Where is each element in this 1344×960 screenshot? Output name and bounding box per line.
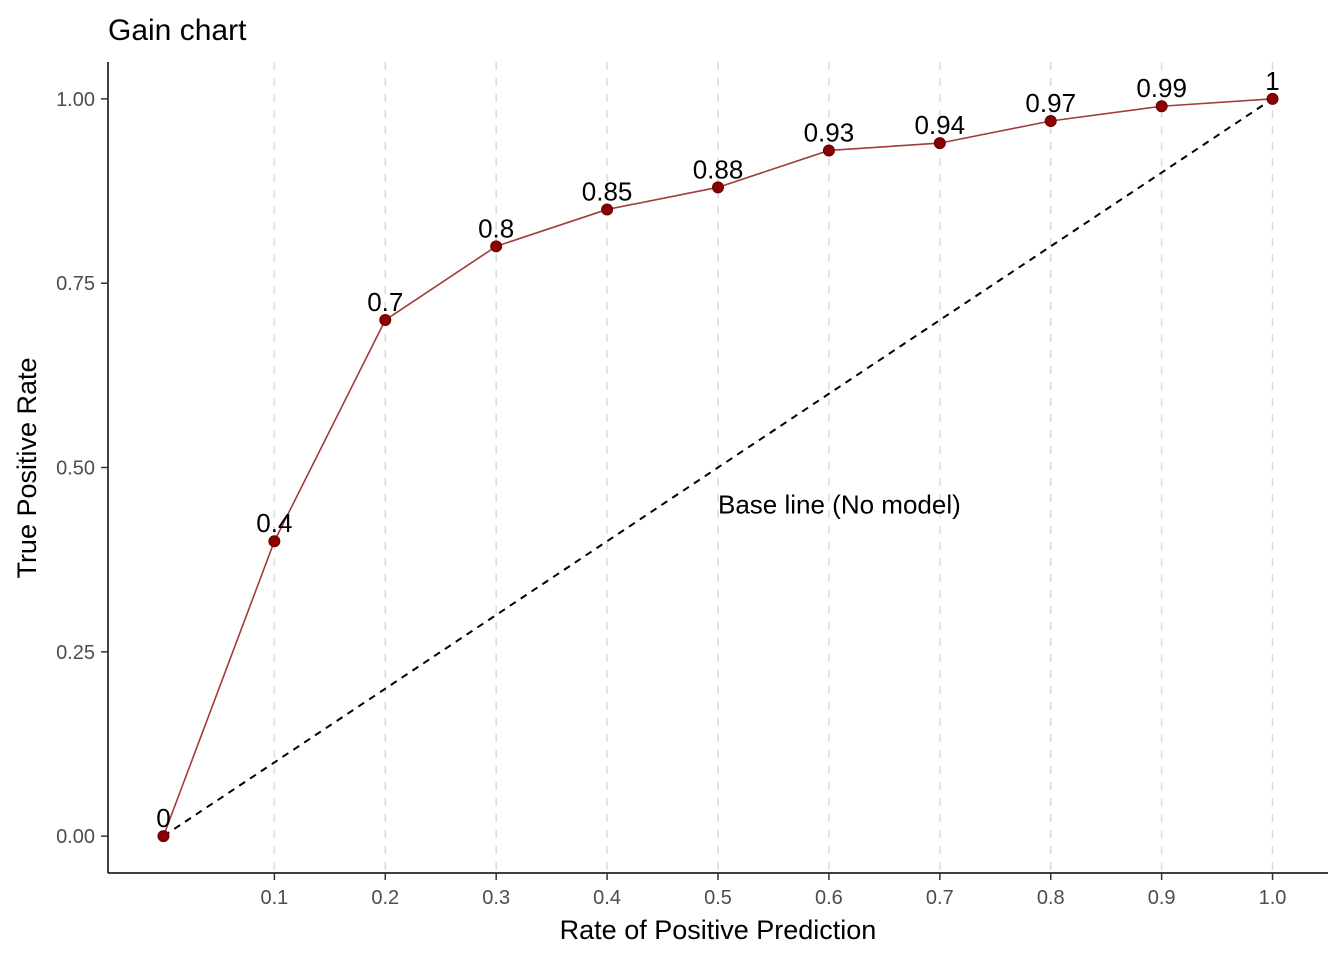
data-label-5: 0.88	[693, 154, 744, 184]
x-tick-label-2: 0.3	[482, 887, 510, 909]
x-tick-label-6: 0.7	[926, 887, 954, 909]
data-point-9	[1155, 100, 1168, 113]
data-labels: 0 0.4 0.7 0.8 0.85 0.88 0.93 0.94 0.97 0.99 1	[156, 66, 1280, 833]
y-tick-label-2: 0.50	[56, 458, 95, 480]
data-point-3	[490, 240, 503, 253]
data-label-1: 0.4	[256, 508, 292, 538]
y-tick-label-4: 1.00	[56, 89, 95, 111]
y-tick-label-0: 0.00	[56, 826, 95, 848]
data-label-8: 0.97	[1025, 88, 1076, 118]
grid-lines	[273, 62, 1274, 873]
x-tick-label-3: 0.4	[593, 887, 621, 909]
data-point-2	[379, 314, 392, 327]
x-tick-label-1: 0.2	[371, 887, 399, 909]
data-point-8	[1044, 114, 1057, 127]
data-label-6: 0.93	[804, 117, 855, 147]
data-label-10: 1	[1265, 66, 1279, 96]
y-tick-label-1: 0.25	[56, 642, 95, 664]
tick-labels: 0.1 0.2 0.3 0.4 0.5 0.6 0.7 0.8 0.9 1.0 0.00 0.25 0.…	[56, 89, 1286, 909]
x-tick-label-9: 1.0	[1259, 887, 1287, 909]
annotations: Base line (No model)	[718, 489, 961, 519]
gain-points	[157, 92, 1279, 843]
data-label-3: 0.8	[478, 213, 514, 243]
data-point-4	[601, 203, 614, 216]
data-label-0: 0	[156, 803, 170, 833]
data-point-5	[712, 181, 724, 194]
x-tick-label-0: 0.1	[260, 887, 288, 909]
chart-title: Gain chart	[108, 14, 247, 47]
data-label-2: 0.7	[367, 287, 403, 317]
data-label-9: 0.99	[1136, 73, 1187, 103]
data-point-6	[822, 144, 835, 157]
y-tick-label-3: 0.75	[56, 273, 95, 295]
data-point-0	[157, 830, 170, 843]
data-label-4: 0.85	[582, 176, 633, 206]
y-axis-title: True Positive Rate	[12, 357, 42, 578]
x-tick-label-7: 0.8	[1037, 887, 1065, 909]
x-axis-title: Rate of Positive Prediction	[560, 915, 877, 945]
data-point-1	[268, 535, 281, 548]
baseline-line	[162, 98, 1274, 837]
x-tick-label-4: 0.5	[704, 887, 732, 909]
data-point-10	[1266, 92, 1279, 105]
data-point-7	[933, 137, 946, 150]
annotation-0: Base line (No model)	[718, 489, 961, 519]
x-tick-label-8: 0.9	[1148, 887, 1176, 909]
data-label-7: 0.94	[915, 110, 966, 140]
x-tick-label-5: 0.6	[815, 887, 843, 909]
